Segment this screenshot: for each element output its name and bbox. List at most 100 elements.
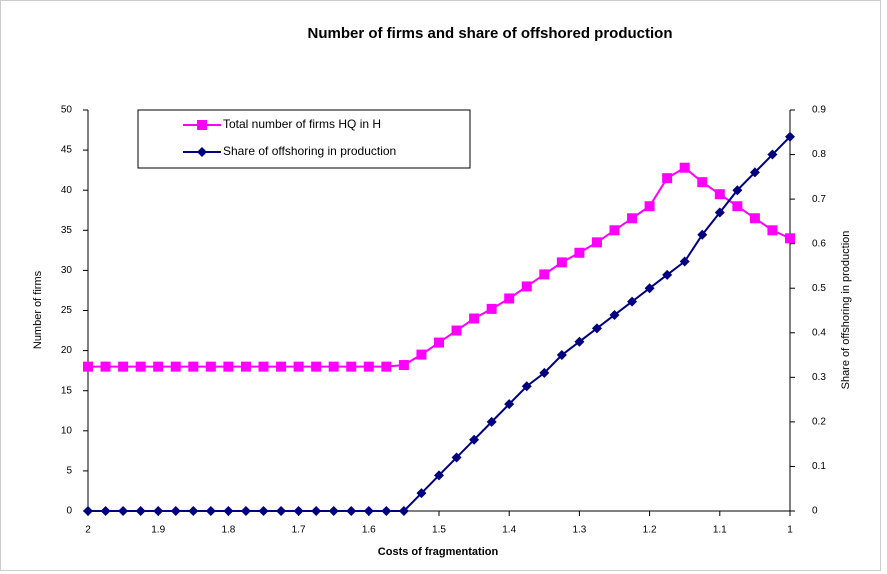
- marker: [276, 506, 287, 516]
- y-tick-label: 0: [66, 506, 72, 517]
- marker: [223, 361, 234, 372]
- marker: [381, 361, 392, 372]
- marker: [697, 177, 708, 188]
- y2-tick-label: 0.4: [812, 327, 826, 338]
- marker: [100, 506, 111, 516]
- marker: [767, 225, 778, 236]
- marker: [732, 201, 743, 212]
- y-tick-label: 5: [66, 466, 72, 477]
- marker: [644, 283, 655, 294]
- y-tick-label: 50: [61, 105, 73, 116]
- y-tick-label: 20: [61, 345, 73, 356]
- marker: [223, 506, 234, 516]
- marker: [697, 229, 708, 240]
- y-axis-label: Number of firms: [32, 270, 44, 349]
- x-tick-label: 1: [787, 525, 793, 536]
- y-tick-label: 35: [61, 225, 73, 236]
- marker: [135, 361, 146, 372]
- marker: [188, 361, 199, 372]
- marker: [609, 309, 620, 320]
- marker: [240, 506, 251, 516]
- marker: [135, 506, 146, 516]
- x-tick-label: 1.2: [643, 525, 657, 536]
- marker: [293, 506, 304, 516]
- y2-tick-label: 0.1: [812, 461, 826, 472]
- y-tick-label: 10: [61, 425, 73, 436]
- marker: [328, 506, 339, 516]
- y2-tick-label: 0.2: [812, 417, 826, 428]
- marker: [749, 167, 760, 178]
- x-tick-label: 1.3: [572, 525, 586, 536]
- marker: [521, 381, 532, 392]
- marker: [153, 361, 164, 372]
- marker: [644, 201, 655, 212]
- y2-tick-label: 0.7: [812, 194, 826, 205]
- marker: [205, 506, 216, 516]
- marker: [416, 349, 427, 360]
- y2-axis-label: Share of offshoring in production: [840, 231, 852, 390]
- marker: [714, 207, 725, 218]
- y-tick-label: 25: [61, 305, 73, 316]
- legend-label: Total number of firms HQ in H: [223, 117, 381, 131]
- x-axis-label: Costs of fragmentation: [378, 546, 499, 558]
- marker: [732, 185, 743, 196]
- marker: [591, 237, 602, 248]
- marker: [100, 361, 111, 372]
- marker: [785, 233, 795, 244]
- marker: [451, 452, 462, 463]
- marker: [170, 506, 181, 516]
- marker: [591, 323, 602, 334]
- chart-title: Number of firms and share of offshored p…: [307, 25, 672, 42]
- marker: [556, 350, 567, 361]
- marker: [118, 361, 129, 372]
- marker: [118, 506, 129, 516]
- y2-tick-label: 0.9: [812, 105, 826, 116]
- y-tick-label: 45: [61, 145, 73, 156]
- marker: [469, 434, 480, 445]
- y-tick-label: 40: [61, 185, 73, 196]
- marker: [240, 361, 251, 372]
- marker: [679, 162, 690, 173]
- marker: [346, 506, 357, 516]
- marker: [311, 361, 322, 372]
- legend-label: Share of offshoring in production: [223, 144, 396, 158]
- marker: [539, 367, 550, 378]
- marker: [188, 506, 199, 516]
- marker: [197, 147, 207, 157]
- y-tick-label: 30: [61, 265, 73, 276]
- x-tick-label: 1.1: [713, 525, 727, 536]
- marker: [574, 336, 585, 347]
- marker: [469, 313, 480, 324]
- x-tick-label: 1.7: [292, 525, 306, 536]
- x-tick-label: 1.9: [151, 525, 165, 536]
- marker: [197, 120, 207, 130]
- marker: [381, 506, 392, 516]
- x-tick-label: 1.5: [432, 525, 446, 536]
- marker: [346, 361, 357, 372]
- y2-tick-label: 0.3: [812, 372, 826, 383]
- marker: [574, 247, 585, 258]
- marker: [504, 399, 515, 410]
- marker: [258, 361, 269, 372]
- marker: [767, 149, 778, 160]
- marker: [276, 361, 287, 372]
- marker: [504, 293, 515, 304]
- marker: [627, 296, 638, 307]
- marker: [556, 257, 567, 268]
- marker: [363, 506, 374, 516]
- marker: [293, 361, 304, 372]
- marker: [539, 269, 550, 280]
- marker: [170, 361, 181, 372]
- marker: [486, 303, 497, 314]
- marker: [258, 506, 269, 516]
- x-tick-label: 2: [85, 525, 91, 536]
- marker: [83, 361, 93, 372]
- marker: [714, 189, 725, 200]
- x-tick-label: 1.8: [221, 525, 235, 536]
- marker: [627, 213, 638, 224]
- marker: [153, 506, 164, 516]
- y2-tick-label: 0.5: [812, 283, 826, 294]
- x-tick-label: 1.6: [362, 525, 376, 536]
- marker: [434, 470, 444, 481]
